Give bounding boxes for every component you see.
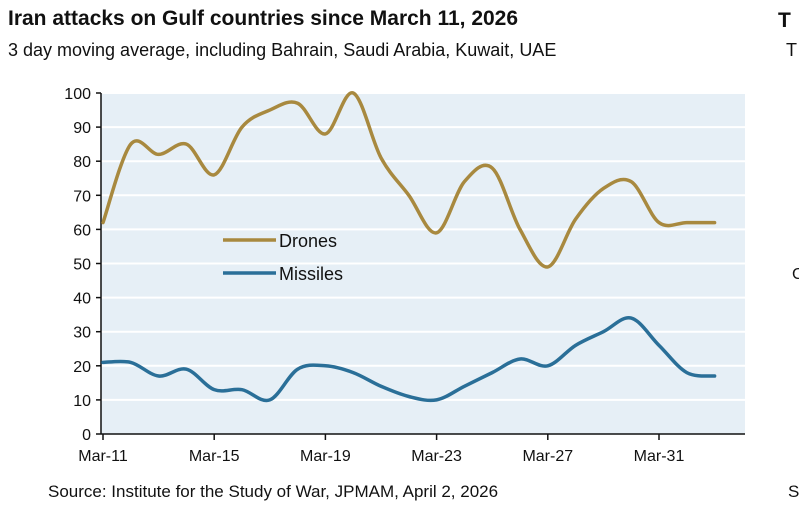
y-tick-label: 50 [73, 257, 91, 274]
legend-label-missiles: Missiles [279, 264, 343, 284]
x-tick-label: Mar-19 [300, 448, 351, 465]
cutoff-text-fragment: T [778, 9, 791, 32]
x-tick-label: Mar-31 [634, 448, 685, 465]
series-line-drones [101, 91, 717, 269]
y-tick-label: 30 [73, 325, 91, 342]
chart-subtitle: 3 day moving average, including Bahrain,… [8, 40, 557, 60]
x-tick-label: Mar-15 [189, 448, 240, 465]
y-tick-label: 70 [73, 188, 91, 205]
chart-source: Source: Institute for the Study of War, … [48, 482, 499, 501]
x-tick-label: Mar-27 [522, 448, 573, 465]
legend-label-drones: Drones [279, 231, 337, 251]
y-tick-label: 20 [73, 359, 91, 376]
chart-title: Iran attacks on Gulf countries since Mar… [8, 7, 519, 30]
y-tick-label: 40 [73, 291, 91, 308]
cutoff-text-fragment: S [788, 482, 799, 501]
cutoff-text-fragment: C [792, 266, 799, 283]
y-tick-label: 10 [73, 393, 91, 410]
x-tick-label: Mar-23 [411, 448, 462, 465]
y-tick-label: 80 [73, 154, 91, 171]
y-tick-label: 60 [73, 222, 91, 239]
cutoff-text-fragment: T [786, 40, 797, 60]
x-tick-label: Mar-11 [78, 448, 128, 465]
y-tick-label: 100 [64, 86, 91, 103]
y-tick-label: 90 [73, 120, 91, 137]
y-tick-label: 0 [82, 427, 91, 444]
series-line-missiles [101, 316, 717, 403]
